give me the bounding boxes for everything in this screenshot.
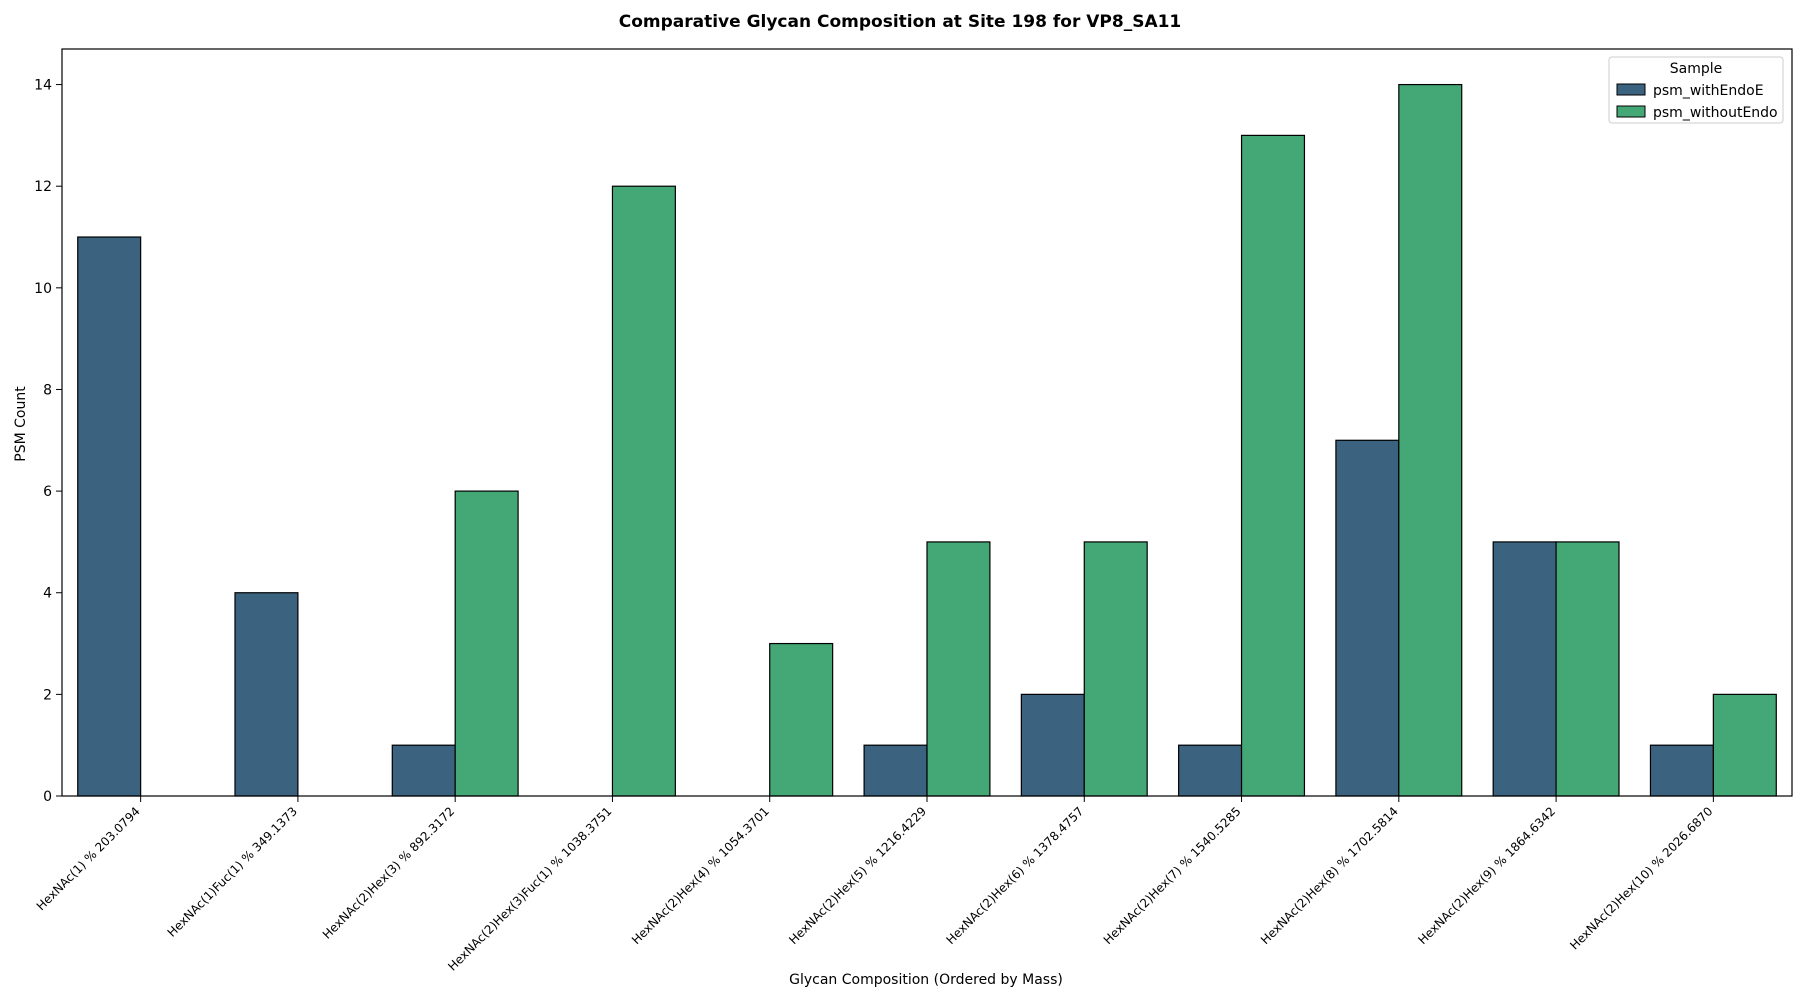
bar-psm_withEndoE-1 — [234, 592, 299, 797]
x-tick-label-4: HexNAc(2)Hex(4) % 1054.3701 — [629, 804, 772, 947]
y-tick-label-5: 10 — [34, 281, 52, 297]
legend-title: Sample — [1670, 61, 1723, 77]
y-tick-label-1: 2 — [43, 687, 52, 703]
bar-psm_withEndoE-6 — [1020, 693, 1085, 797]
bar-psm_withoutEndo-9 — [1555, 541, 1620, 797]
legend-entry-psm_withoutEndo: psm_withoutEndo — [1653, 105, 1778, 121]
y-tick-label-2: 4 — [43, 586, 52, 602]
y-tick-label-6: 12 — [34, 179, 52, 195]
bar-psm_withoutEndo-10 — [1712, 693, 1777, 797]
bar-psm_withoutEndo-3 — [611, 185, 676, 797]
y-tick-label-0: 0 — [43, 789, 52, 805]
bar-psm_withoutEndo-8 — [1398, 83, 1463, 797]
bar-psm_withoutEndo-5 — [926, 541, 991, 797]
bar-psm_withoutEndo-2 — [454, 490, 519, 797]
legend-entry-psm_withEndoE: psm_withEndoE — [1653, 83, 1764, 99]
bar-psm_withEndoE-2 — [391, 744, 456, 797]
bar-psm_withoutEndo-4 — [769, 642, 834, 797]
y-axis-label: PSM Count — [13, 386, 29, 462]
legend: Sample psm_withEndoE psm_withoutEndo — [1608, 56, 1784, 124]
legend-swatch-psm_withEndoE — [1616, 83, 1646, 96]
x-tick-label-0: HexNAc(1) % 203.0794 — [34, 804, 143, 913]
legend-swatch-psm_withoutEndo — [1616, 105, 1646, 118]
bar-psm_withEndoE-8 — [1335, 439, 1400, 797]
y-tick-label-3: 6 — [43, 484, 52, 500]
x-tick-label-9: HexNAc(2)Hex(9) % 1864.6342 — [1415, 804, 1558, 947]
x-tick-label-5: HexNAc(2)Hex(5) % 1216.4229 — [786, 804, 929, 947]
x-tick-label-3: HexNAc(2)Hex(3)Fuc(1) % 1038.3751 — [445, 804, 614, 973]
bar-psm_withEndoE-7 — [1178, 744, 1243, 797]
bar-psm_withEndoE-9 — [1492, 541, 1557, 797]
bar-psm_withoutEndo-7 — [1240, 134, 1306, 797]
x-tick-label-10: HexNAc(2)Hex(10) % 2026.6870 — [1567, 804, 1715, 952]
x-tick-label-7: HexNAc(2)Hex(7) % 1540.5285 — [1101, 804, 1244, 947]
bar-psm_withEndoE-5 — [863, 744, 928, 797]
bar-psm_withEndoE-10 — [1649, 744, 1714, 797]
bar-psm_withEndoE-0 — [77, 236, 142, 797]
x-tick-label-2: HexNAc(2)Hex(3) % 892.3172 — [320, 804, 457, 941]
x-tick-label-1: HexNAc(1)Fuc(1) % 349.1373 — [165, 804, 300, 939]
y-tick-label-4: 8 — [43, 382, 52, 398]
plot-area: 0 2 4 6 8 10 12 14 HexNAc(1) % 203.0794 HexNAc(1)… — [34, 48, 1793, 974]
x-tick-label-6: HexNAc(2)Hex(6) % 1378.4757 — [943, 804, 1086, 947]
x-tick-label-8: HexNAc(2)Hex(8) % 1702.5814 — [1258, 804, 1401, 947]
bar-psm_withoutEndo-6 — [1083, 541, 1148, 797]
legend-box — [1608, 56, 1784, 124]
y-tick-label-7: 14 — [34, 78, 52, 94]
x-axis-label: Glycan Composition (Ordered by Mass) — [789, 972, 1063, 988]
chart-title: Comparative Glycan Composition at Site 1… — [619, 12, 1182, 32]
